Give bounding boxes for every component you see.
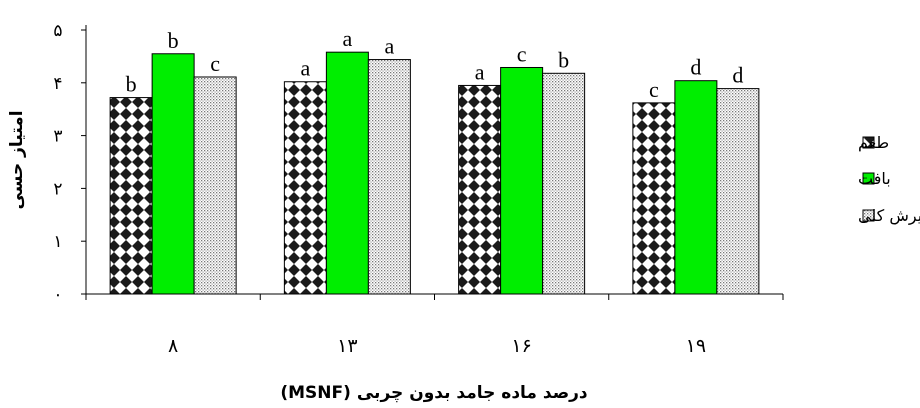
- legend: طعم بافت پذیرش کلی: [858, 133, 920, 226]
- bars: [109, 51, 760, 295]
- bar: [325, 51, 369, 295]
- bar-letter-label: b: [558, 47, 569, 72]
- bar-letter-label: b: [126, 72, 137, 97]
- bar: [283, 81, 327, 295]
- bar: [500, 66, 544, 295]
- x-tick-label: ۱۹: [686, 335, 706, 357]
- x-tick-label: ۱۶: [511, 335, 531, 357]
- bar-letter-label: b: [168, 28, 179, 53]
- legend-swatch-texture: [862, 172, 875, 185]
- bar-letter-label: d: [732, 63, 743, 88]
- bar: [542, 72, 586, 295]
- y-tick-label: ۴: [53, 74, 62, 94]
- bar-letter-label: c: [210, 51, 220, 76]
- y-tick-label: ۵: [53, 21, 62, 41]
- bar-letter-label: c: [649, 77, 659, 102]
- legend-label-texture: بافت: [858, 169, 891, 188]
- bar-letter-label: d: [690, 55, 701, 80]
- legend-item-overall: پذیرش کلی: [858, 206, 920, 226]
- bar: [674, 80, 718, 295]
- bar: [367, 59, 411, 295]
- y-ticks: ۰ ۱ ۲ ۳ ۴ ۵: [53, 21, 86, 305]
- x-tick-label: ۸: [168, 335, 178, 357]
- bar: [109, 97, 153, 295]
- x-tick-label: ۱۳: [337, 335, 357, 357]
- legend-swatch-taste: [862, 136, 875, 149]
- bar: [193, 76, 237, 295]
- y-axis-title: امتیاز حسی: [7, 110, 27, 209]
- bar: [716, 88, 760, 295]
- bar-letter-label: a: [342, 26, 352, 51]
- y-tick-label: ۳: [53, 127, 62, 147]
- significance-letters: b b c a a a a c b c d d: [126, 26, 744, 102]
- legend-item-taste: طعم: [858, 133, 889, 152]
- y-tick-label: ۱: [53, 232, 62, 252]
- x-axis-title: درصد ماده جامد بدون چربی (MSNF): [280, 383, 588, 403]
- legend-label-taste: طعم: [858, 133, 889, 152]
- bar: [458, 84, 502, 295]
- x-ticks: ۸ ۱۳ ۱۶ ۱۹: [85, 294, 784, 357]
- bar-letter-label: a: [475, 59, 485, 84]
- bar-letter-label: a: [300, 56, 310, 81]
- bar: [632, 102, 676, 295]
- legend-item-texture: بافت: [858, 169, 891, 188]
- y-tick-label: ۰: [53, 285, 62, 305]
- legend-label-overall: پذیرش کلی: [858, 206, 920, 226]
- legend-swatch-overall: [862, 209, 875, 222]
- bar-letter-label: a: [384, 34, 394, 59]
- bar-letter-label: c: [517, 41, 527, 66]
- x-axis-title-suffix: (MSNF): [280, 383, 351, 403]
- x-axis-title-main: درصد ماده جامد بدون چربی: [357, 383, 588, 403]
- y-tick-label: ۲: [53, 179, 62, 199]
- bar: [151, 53, 195, 295]
